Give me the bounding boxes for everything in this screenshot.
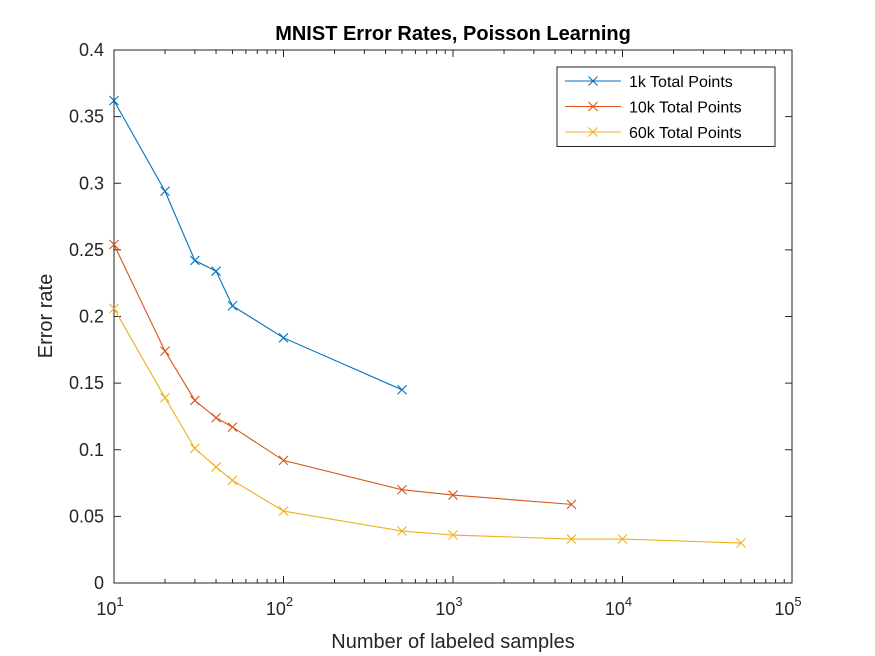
y-tick-label: 0: [94, 573, 104, 593]
chart-title: MNIST Error Rates, Poisson Learning: [275, 23, 631, 45]
data-point: [211, 462, 221, 472]
data-point: [566, 499, 577, 510]
x-axis-label: Number of labeled samples: [331, 631, 574, 653]
data-point: [160, 392, 170, 403]
data-point: [211, 266, 221, 277]
y-tick-label: 0.1: [79, 440, 104, 460]
data-point: [227, 422, 238, 432]
data-point: [109, 239, 119, 250]
data-point: [211, 412, 221, 423]
y-tick-label: 0.2: [79, 307, 104, 327]
data-point: [189, 395, 200, 406]
y-tick-label: 0.15: [69, 373, 104, 393]
data-point: [566, 534, 577, 544]
data-point: [397, 484, 407, 495]
data-point: [160, 346, 170, 357]
legend-marker: [588, 127, 598, 137]
y-axis-label: Error rate: [35, 274, 57, 358]
legend-marker: [588, 101, 598, 112]
legend-label: 1k Total Points: [629, 74, 733, 91]
data-point: [736, 538, 746, 548]
legend-label: 10k Total Points: [629, 100, 742, 117]
data-point: [448, 490, 458, 500]
data-point: [227, 475, 238, 486]
data-point: [278, 332, 289, 343]
data-point: [189, 255, 200, 266]
y-tick-label: 0.35: [69, 107, 104, 127]
x-tick-label: 104: [605, 594, 632, 619]
y-tick-label: 0.4: [79, 40, 104, 60]
data-point: [278, 455, 289, 466]
legend-label: 60k Total Points: [629, 125, 742, 142]
data-point: [109, 303, 119, 314]
x-tick-label: 103: [435, 594, 462, 619]
data-point: [227, 300, 238, 311]
y-tick-label: 0.25: [69, 240, 104, 260]
x-tick-label: 101: [96, 594, 123, 619]
data-point: [397, 526, 407, 536]
x-tick-label: 102: [266, 594, 293, 619]
x-tick-label: 105: [774, 594, 801, 619]
data-point: [278, 506, 289, 516]
data-point: [397, 384, 407, 395]
chart-legend: 1k Total Points 10k Total Points 60k Total…: [556, 66, 776, 147]
data-point: [448, 530, 458, 540]
data-point: [189, 443, 200, 454]
data-point: [109, 95, 119, 106]
data-point: [160, 186, 170, 197]
data-point: [617, 534, 628, 544]
y-tick-label: 0.3: [79, 173, 104, 193]
legend-marker: [588, 76, 598, 86]
y-tick-label: 0.05: [69, 506, 104, 526]
